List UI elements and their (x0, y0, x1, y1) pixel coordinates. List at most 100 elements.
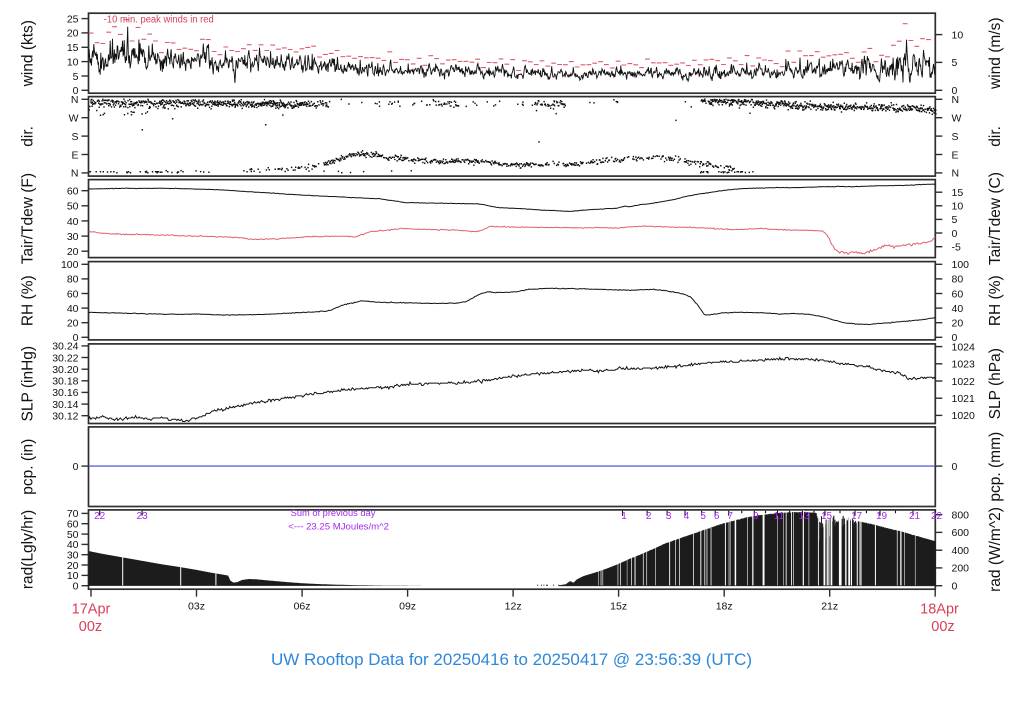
svg-text:0: 0 (952, 581, 958, 593)
svg-text:30.16: 30.16 (52, 387, 78, 399)
svg-text:21: 21 (909, 511, 921, 522)
svg-text:20: 20 (67, 28, 79, 40)
svg-text:22: 22 (94, 511, 106, 522)
svg-text:40: 40 (67, 303, 79, 315)
svg-text:N: N (952, 168, 960, 180)
svg-text:3: 3 (666, 511, 672, 522)
svg-text:E: E (952, 149, 959, 161)
svg-text:-10 min. peak winds in red: -10 min. peak winds in red (104, 14, 214, 25)
svg-text:03z: 03z (188, 601, 205, 613)
svg-text:17Apr: 17Apr (72, 602, 111, 618)
svg-text:30.22: 30.22 (52, 352, 78, 364)
svg-text:N: N (71, 94, 79, 106)
svg-text:600: 600 (952, 527, 970, 539)
svg-text:0: 0 (73, 332, 79, 344)
svg-text:30.12: 30.12 (52, 411, 78, 423)
svg-text:10: 10 (67, 570, 79, 582)
svg-text:5: 5 (73, 71, 79, 83)
svg-text:Sum of previous day: Sum of previous day (291, 508, 376, 518)
svg-text:15z: 15z (610, 601, 627, 613)
svg-text:30.24: 30.24 (52, 341, 78, 353)
svg-text:10: 10 (67, 56, 79, 68)
svg-text:09z: 09z (399, 601, 416, 613)
svg-text:1021: 1021 (952, 393, 976, 405)
svg-text:13: 13 (798, 511, 810, 522)
svg-text:rad(Lgly/hr): rad(Lgly/hr) (20, 510, 37, 589)
svg-text:1023: 1023 (952, 359, 976, 371)
svg-text:1020: 1020 (952, 410, 976, 422)
svg-text:pcp. (mm): pcp. (mm) (987, 432, 1004, 502)
svg-text:11: 11 (774, 511, 785, 522)
svg-text:0: 0 (952, 228, 958, 240)
svg-text:18Apr: 18Apr (920, 602, 959, 618)
svg-text:5: 5 (952, 57, 958, 69)
svg-text:06z: 06z (294, 601, 311, 613)
svg-text:800: 800 (952, 509, 970, 521)
svg-text:W: W (952, 113, 962, 125)
svg-text:20: 20 (952, 318, 964, 330)
svg-text:60: 60 (67, 519, 79, 531)
svg-text:21z: 21z (821, 601, 838, 613)
svg-text:30: 30 (67, 231, 79, 243)
svg-text:12z: 12z (505, 601, 522, 613)
svg-text:1022: 1022 (952, 376, 976, 388)
svg-text:6: 6 (714, 511, 720, 522)
svg-text:0: 0 (73, 85, 79, 97)
svg-text:7: 7 (727, 511, 733, 522)
svg-text:0: 0 (952, 461, 958, 473)
svg-text:5: 5 (700, 511, 706, 522)
svg-text:23: 23 (137, 511, 149, 522)
svg-text:60: 60 (67, 186, 79, 198)
svg-text:2: 2 (646, 511, 652, 522)
svg-text:20: 20 (67, 246, 79, 258)
svg-text:pcp. (in): pcp. (in) (20, 439, 37, 495)
svg-text:9: 9 (753, 511, 759, 522)
svg-text:N: N (71, 168, 79, 180)
svg-text:wind (m/s): wind (m/s) (987, 17, 1004, 89)
svg-text:S: S (952, 131, 959, 143)
svg-text:40: 40 (952, 303, 964, 315)
svg-text:15: 15 (67, 42, 79, 54)
svg-text:200: 200 (952, 563, 970, 575)
svg-text:E: E (71, 149, 78, 161)
svg-text:20: 20 (67, 560, 79, 572)
svg-text:1024: 1024 (952, 341, 976, 353)
svg-text:W: W (69, 113, 79, 125)
svg-text:10: 10 (952, 201, 964, 213)
svg-text:22: 22 (931, 511, 943, 522)
svg-text:UW Rooftop Data for 20250416: UW Rooftop Data for 20250416 to 20250417… (271, 650, 752, 669)
svg-text:4: 4 (684, 511, 690, 522)
svg-text:00z: 00z (931, 619, 954, 635)
svg-text:5: 5 (952, 214, 958, 226)
svg-text:RH (%): RH (%) (987, 275, 1004, 326)
svg-text:0: 0 (952, 332, 958, 344)
svg-text:RH (%): RH (%) (20, 275, 37, 326)
svg-text:dir.: dir. (20, 126, 37, 147)
svg-text:30.20: 30.20 (52, 364, 78, 376)
svg-text:0: 0 (952, 85, 958, 97)
svg-text:0: 0 (73, 461, 79, 473)
svg-text:17: 17 (851, 511, 863, 522)
svg-text:60: 60 (67, 288, 79, 300)
svg-text:30: 30 (67, 550, 79, 562)
svg-text:<--- 23.25 MJoules/m^2: <--- 23.25 MJoules/m^2 (288, 521, 389, 532)
svg-text:1: 1 (621, 511, 627, 522)
svg-text:Tair/Tdew (C): Tair/Tdew (C) (987, 172, 1004, 265)
svg-text:100: 100 (61, 259, 79, 271)
svg-text:rad (W/m^2): rad (W/m^2) (987, 507, 1004, 592)
svg-text:SLP (hPa): SLP (hPa) (987, 348, 1004, 419)
svg-text:10: 10 (952, 29, 964, 41)
svg-text:dir.: dir. (987, 126, 1004, 147)
svg-text:Tair/Tdew (F): Tair/Tdew (F) (20, 173, 37, 264)
svg-text:00z: 00z (79, 619, 102, 635)
svg-text:SLP (inHg): SLP (inHg) (20, 346, 37, 422)
svg-text:400: 400 (952, 545, 970, 557)
svg-text:30.18: 30.18 (52, 376, 78, 388)
svg-text:80: 80 (67, 274, 79, 286)
svg-text:25: 25 (67, 13, 79, 25)
svg-text:19: 19 (876, 511, 888, 522)
svg-text:-5: -5 (952, 241, 961, 253)
svg-text:30.14: 30.14 (52, 399, 78, 411)
svg-text:20: 20 (67, 318, 79, 330)
svg-text:100: 100 (952, 259, 970, 271)
